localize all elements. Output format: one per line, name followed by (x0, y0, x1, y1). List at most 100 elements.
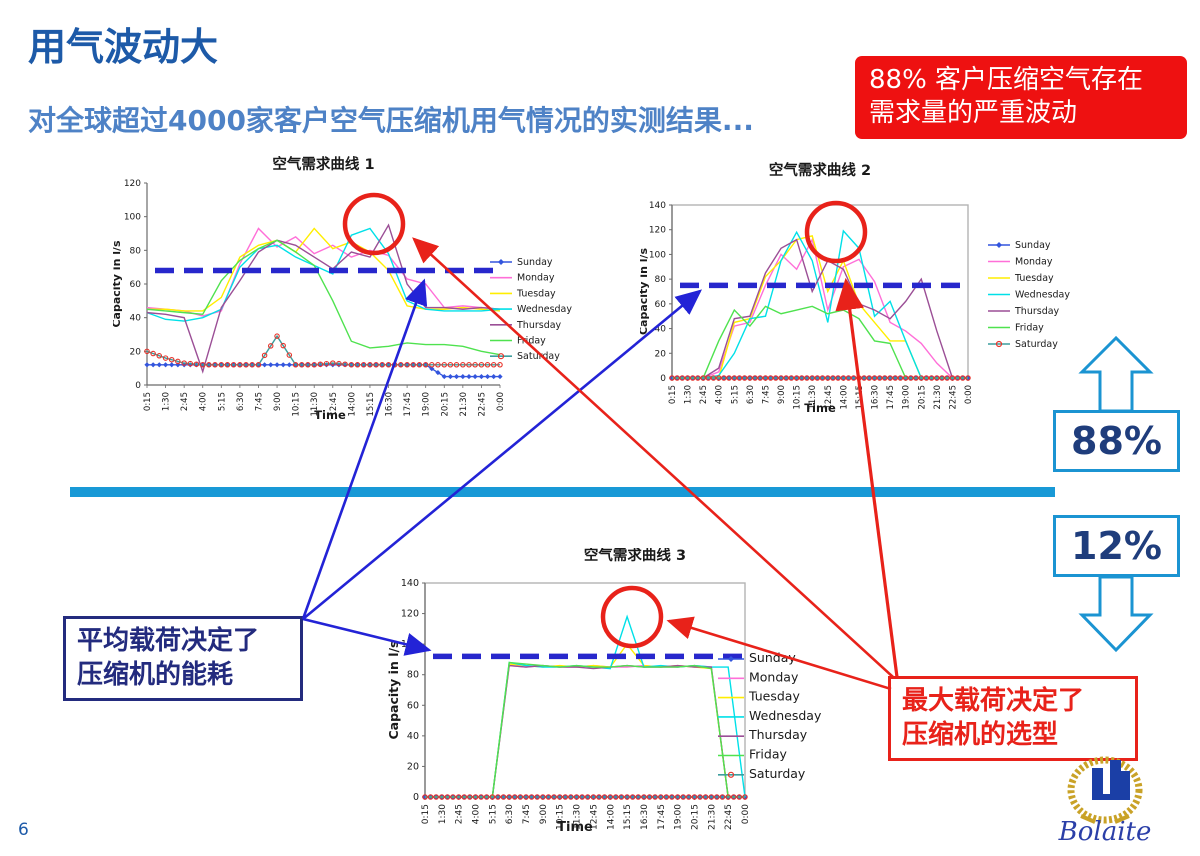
svg-text:100: 100 (124, 213, 141, 223)
callout-max-load: 最大载荷决定了 压缩机的选型 (888, 676, 1138, 761)
series-thursday (425, 664, 745, 798)
svg-text:17:45: 17:45 (403, 392, 413, 417)
series-friday (425, 661, 745, 798)
svg-text:2:45: 2:45 (455, 804, 465, 824)
bolaite-logo: Bolaite (1035, 738, 1175, 850)
svg-text:Time: Time (557, 820, 593, 835)
svg-text:17:45: 17:45 (657, 804, 667, 830)
chart-svg: 0 20 40 60 80 100 120 140 0:15 1:30 2:45 4:00 5:15 6:… (637, 161, 1070, 415)
svg-text:Monday: Monday (1015, 257, 1053, 268)
svg-text:40: 40 (655, 325, 667, 335)
svg-text:10:15: 10:15 (556, 804, 566, 830)
svg-text:Time: Time (314, 408, 346, 422)
svg-text:Sunday: Sunday (517, 257, 553, 268)
svg-text:4:00: 4:00 (199, 392, 209, 411)
svg-text:17:45: 17:45 (886, 385, 896, 410)
svg-text:空气需求曲线 2: 空气需求曲线 2 (769, 161, 871, 179)
svg-text:空气需求曲线 3: 空气需求曲线 3 (584, 548, 686, 564)
page-subtitle: 对全球超过4000家客户空气压缩机用气情况的实测结果... (28, 104, 754, 137)
callout-fluctuation-line1: 88% 客户压缩空气存在 (869, 65, 1144, 95)
callout-max-line2: 压缩机的选型 (902, 720, 1059, 751)
svg-text:80: 80 (407, 670, 419, 681)
svg-text:20:15: 20:15 (440, 392, 450, 417)
svg-text:5:15: 5:15 (488, 804, 498, 824)
svg-text:Saturday: Saturday (1015, 339, 1058, 350)
svg-text:14:00: 14:00 (347, 392, 357, 417)
svg-text:Thursday: Thursday (748, 727, 808, 742)
svg-text:1:30: 1:30 (162, 392, 172, 411)
svg-text:Time: Time (804, 401, 836, 415)
svg-text:0:15: 0:15 (143, 392, 153, 411)
svg-text:0:00: 0:00 (964, 385, 974, 404)
series-sunday (147, 364, 500, 378)
svg-text:22:45: 22:45 (724, 804, 734, 830)
page-title: 用气波动大 (28, 25, 219, 69)
page-number: 6 (18, 820, 29, 840)
chart-air-demand-curve-3: 0 20 40 60 80 100 120 140 0:15 1:30 2:45 4:00 5:15 6:… (385, 546, 865, 856)
svg-text:19:00: 19:00 (674, 804, 684, 830)
svg-text:0:15: 0:15 (421, 804, 431, 824)
svg-text:15:15: 15:15 (855, 385, 865, 410)
svg-text:80: 80 (130, 246, 142, 256)
series-monday (672, 237, 968, 379)
svg-text:4:00: 4:00 (715, 385, 725, 404)
logo-emblem: Bolaite (1058, 756, 1151, 847)
svg-text:7:45: 7:45 (522, 804, 532, 824)
svg-text:120: 120 (124, 179, 141, 189)
callout-max-line1: 最大载荷决定了 (902, 686, 1085, 716)
svg-text:Saturday: Saturday (749, 766, 806, 781)
series-friday (672, 305, 968, 379)
up-block-arrow (1078, 335, 1154, 413)
callout-average-line1: 平均载荷决定了 (77, 626, 260, 656)
svg-text:20: 20 (655, 349, 667, 359)
svg-text:19:00: 19:00 (422, 392, 432, 417)
svg-text:Capacity in l/s: Capacity in l/s (640, 247, 650, 335)
svg-text:Friday: Friday (1015, 323, 1044, 334)
svg-text:16:30: 16:30 (385, 392, 395, 417)
svg-text:0: 0 (413, 792, 419, 803)
svg-text:Sunday: Sunday (1015, 240, 1051, 251)
callout-fluctuation-line2: 需求量的严重波动 (869, 98, 1078, 129)
svg-text:Thursday: Thursday (516, 320, 562, 331)
svg-text:120: 120 (649, 226, 666, 236)
callout-average-load: 平均载荷决定了 压缩机的能耗 (63, 616, 303, 701)
svg-text:0:15: 0:15 (668, 385, 678, 404)
callout-average-line2: 压缩机的能耗 (77, 660, 234, 691)
svg-text:Friday: Friday (749, 747, 787, 762)
svg-text:120: 120 (401, 609, 419, 620)
down-block-arrow (1078, 575, 1154, 653)
svg-text:100: 100 (649, 250, 666, 260)
svg-text:80: 80 (655, 275, 667, 285)
svg-text:10:15: 10:15 (292, 392, 302, 417)
svg-text:140: 140 (649, 201, 666, 211)
svg-text:9:00: 9:00 (273, 392, 283, 411)
svg-text:9:00: 9:00 (777, 385, 787, 404)
series-wednesday (425, 614, 746, 798)
svg-text:Monday: Monday (749, 669, 799, 684)
svg-text:Wednesday: Wednesday (517, 304, 572, 315)
svg-text:19:00: 19:00 (902, 385, 912, 410)
svg-text:Capacity in l/s: Capacity in l/s (113, 240, 123, 328)
svg-text:6:30: 6:30 (236, 392, 246, 411)
series-friday (146, 239, 501, 356)
svg-text:11:30: 11:30 (573, 804, 583, 830)
svg-text:Thursday: Thursday (1014, 306, 1060, 317)
svg-text:21:30: 21:30 (459, 392, 469, 417)
svg-text:空气需求曲线 1: 空气需求曲线 1 (272, 156, 374, 173)
chart-svg: 0 20 40 60 80 100 120 0:15 1:30 2:45 4:00 5:15 6:30 7… (110, 155, 572, 422)
svg-text:7:45: 7:45 (761, 385, 771, 404)
svg-text:16:30: 16:30 (871, 385, 881, 410)
series-thursday (146, 223, 501, 374)
svg-text:1:30: 1:30 (684, 385, 694, 404)
svg-text:6:30: 6:30 (505, 804, 515, 824)
series-saturday (146, 334, 500, 366)
svg-text:7:45: 7:45 (254, 392, 264, 411)
badge-88-percent: 88% (1053, 410, 1180, 472)
series-monday (425, 664, 745, 798)
svg-text:20: 20 (130, 347, 142, 357)
chart-svg: 0 20 40 60 80 100 120 140 0:15 1:30 2:45 4:00 5:15 6:… (386, 546, 822, 835)
svg-text:0: 0 (660, 374, 666, 384)
svg-text:140: 140 (401, 578, 419, 589)
svg-text:20:15: 20:15 (917, 385, 927, 410)
svg-text:22:45: 22:45 (948, 385, 958, 410)
